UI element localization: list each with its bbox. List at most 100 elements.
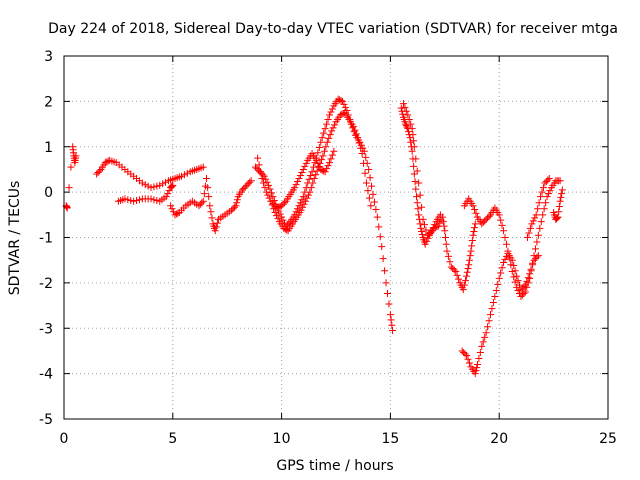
data-point [299,193,307,201]
data-point [464,265,472,273]
data-point [379,255,387,263]
data-point [555,202,563,210]
y-tick-labels: -5 -4 -3 -2 -1 0 1 2 3 [39,49,53,428]
data-point [500,227,508,235]
data-point [283,226,291,234]
data-point [463,272,471,280]
data-point [167,202,175,210]
data-point [307,171,315,179]
data-point [150,183,158,191]
data-point [180,171,188,179]
data-point [254,154,262,162]
data-point [541,179,549,187]
chart-title: Day 224 of 2018, Sidereal Day-to-day VTE… [48,21,618,37]
data-point [542,178,550,186]
data-point [534,205,542,213]
data-point [314,159,322,167]
y-tick-label: -5 [39,412,53,428]
data-point [544,176,552,184]
data-point [138,179,146,187]
data-point [501,255,509,263]
data-point [103,158,111,166]
data-point [470,227,478,235]
data-point [458,347,466,355]
data-point [421,240,429,248]
data-point [362,179,370,187]
data-point [203,175,211,183]
data-point [238,186,246,194]
data-point [407,138,415,146]
data-point [399,110,407,118]
data-point [481,217,489,225]
data-point [423,237,431,245]
data-point [497,269,505,277]
data-point [72,152,80,160]
data-point [402,122,410,130]
data-point [317,165,325,173]
data-point [418,230,426,238]
data-point [518,291,526,299]
data-point [308,168,316,176]
data-point [167,183,175,191]
y-tick-label: -4 [39,367,53,383]
data-point [306,188,314,196]
data-point [101,159,109,167]
data-point [471,220,479,228]
data-point [471,206,479,214]
data-point [397,104,405,112]
data-point [317,156,325,164]
data-point [410,137,418,145]
data-point [387,316,395,324]
data-point [318,166,326,174]
data-point [472,209,480,217]
data-point [273,212,281,220]
data-point [424,234,432,242]
data-point [517,286,525,294]
data-point [472,367,480,375]
data-point [281,199,289,207]
data-point [440,222,448,230]
data-point [484,214,492,222]
data-point [147,184,155,192]
data-point [269,199,277,207]
data-point [309,179,317,187]
data-point [366,174,374,182]
data-point [425,230,433,238]
data-point [408,147,416,155]
data-point [298,196,306,204]
series-arc-b [93,156,207,192]
data-point [404,111,412,119]
data-point [417,224,425,232]
data-point [168,182,176,190]
data-point [362,153,370,161]
data-point [200,190,208,198]
data-point [338,110,346,118]
data-point [453,271,461,279]
data-point [299,165,307,173]
data-point [269,193,277,201]
data-point [464,355,472,363]
data-point [536,224,544,232]
data-point [340,100,348,108]
x-tick-label: 20 [490,431,508,447]
data-point [531,245,539,253]
data-point [546,187,554,195]
data-point [436,219,444,227]
data-point [422,226,430,234]
data-point [372,206,380,214]
data-point [523,277,531,285]
data-point [537,218,545,226]
data-point [412,185,420,193]
x-tick-label: 5 [168,431,177,447]
data-point [257,168,265,176]
data-point [153,182,161,190]
data-point [513,272,521,280]
data-point [299,203,307,211]
data-point [529,261,537,269]
data-point [385,300,393,308]
data-point [378,243,386,251]
data-point [336,96,344,104]
data-point [481,333,489,341]
data-point [446,258,454,266]
data-point [279,200,287,208]
